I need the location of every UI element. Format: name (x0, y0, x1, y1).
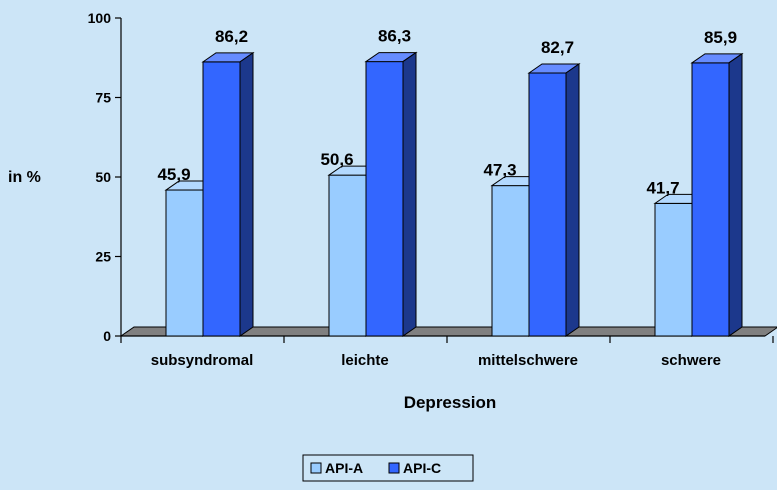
x-tick-label: schwere (661, 352, 721, 369)
legend-label: API-A (325, 460, 363, 476)
x-axis-title: Depression (404, 393, 497, 412)
legend-swatch (310, 462, 322, 474)
x-tick-label: leichte (341, 352, 389, 369)
bar (328, 174, 367, 337)
x-tick-label: subsyndromal (151, 352, 254, 369)
y-tick-label: 25 (95, 249, 111, 265)
y-tick-label: 50 (95, 169, 111, 185)
data-label: 50,6 (320, 150, 353, 169)
bar (654, 202, 693, 337)
bar-side (239, 51, 254, 337)
bar-side (728, 52, 743, 337)
y-axis-title: in % (8, 169, 41, 186)
legend: API-A API-C (302, 454, 474, 482)
bar-side (565, 63, 580, 337)
y-tick-label: 0 (103, 328, 111, 344)
bar-side (402, 51, 417, 337)
legend-box (302, 454, 474, 482)
bar (202, 61, 241, 337)
data-label: 86,3 (378, 27, 411, 46)
bar (528, 72, 567, 337)
bar (365, 61, 404, 337)
x-tick-label: mittelschwere (478, 352, 578, 369)
data-label: 41,7 (646, 178, 679, 197)
data-label: 47,3 (483, 161, 516, 180)
data-label: 86,2 (215, 27, 248, 46)
data-label: 85,9 (704, 28, 737, 47)
bar (691, 62, 730, 337)
data-label: 82,7 (541, 38, 574, 57)
bar (491, 185, 530, 337)
y-tick-label: 100 (88, 10, 112, 26)
bar (165, 189, 204, 337)
legend-swatch (388, 462, 400, 474)
y-tick-label: 75 (95, 90, 111, 106)
legend-label: API-C (403, 460, 441, 476)
data-label: 45,9 (157, 165, 190, 184)
